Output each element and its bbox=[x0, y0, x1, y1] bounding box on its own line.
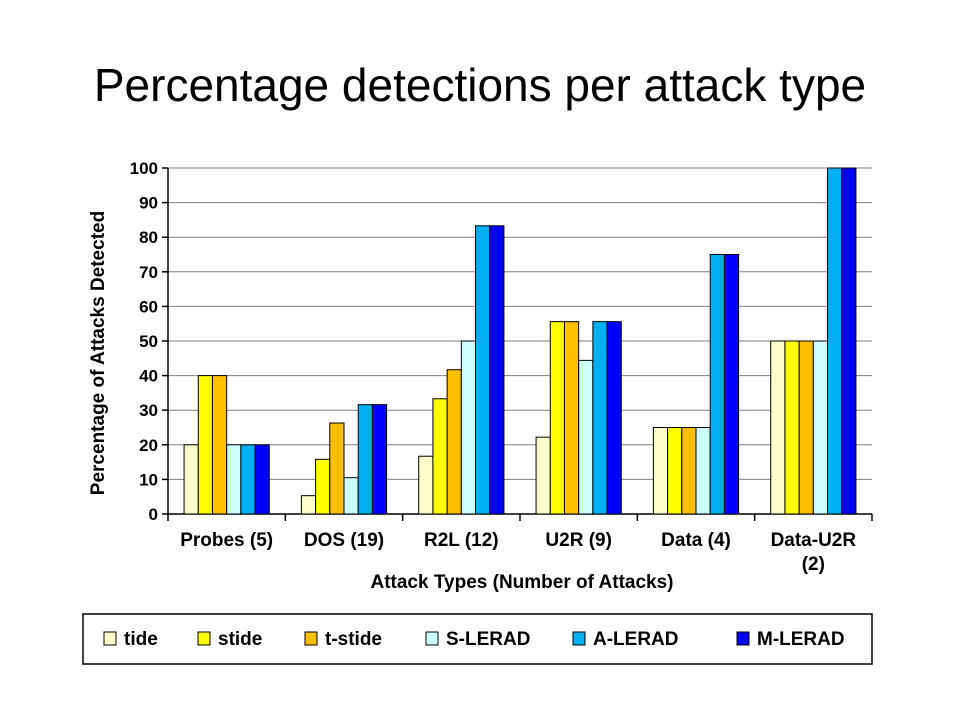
y-tick-label: 40 bbox=[139, 367, 158, 386]
x-tick-label: Data-U2R bbox=[771, 530, 857, 551]
bar-a-lerad bbox=[475, 225, 491, 515]
bar-t-stide bbox=[798, 340, 814, 515]
legend-swatch bbox=[197, 631, 211, 646]
y-tick-label: 100 bbox=[130, 159, 158, 178]
y-tick-label: 30 bbox=[139, 401, 158, 420]
bar-m-lerad bbox=[489, 225, 505, 515]
legend-swatch bbox=[736, 631, 750, 646]
bar-tide bbox=[183, 444, 199, 515]
legend-swatch bbox=[304, 631, 318, 646]
y-tick-label: 0 bbox=[149, 505, 158, 524]
y-tick-label: 90 bbox=[139, 194, 158, 213]
bar-t-stide bbox=[329, 422, 345, 515]
x-tick-label: (2) bbox=[802, 554, 825, 575]
bar-t-stide bbox=[446, 369, 462, 515]
x-tick-label: Probes (5) bbox=[180, 530, 273, 551]
legend-label: stide bbox=[218, 629, 262, 650]
bar-s-lerad bbox=[460, 340, 477, 515]
bar-tide bbox=[300, 495, 317, 515]
bar-tide bbox=[770, 340, 786, 515]
y-axis-title: Percentage of Attacks Detected bbox=[88, 211, 109, 495]
bar-tide bbox=[535, 436, 551, 515]
y-tick-label: 70 bbox=[139, 263, 158, 282]
y-tick-label: 20 bbox=[139, 436, 158, 455]
bar-m-lerad bbox=[254, 444, 270, 515]
bar-stide bbox=[549, 321, 565, 515]
bar-tide bbox=[418, 455, 434, 515]
bar-stide bbox=[784, 340, 800, 515]
bar-s-lerad bbox=[695, 427, 711, 515]
legend-swatch bbox=[572, 631, 586, 646]
x-axis-title: Attack Types (Number of Attacks) bbox=[370, 572, 673, 593]
legend-label: A-LERAD bbox=[593, 629, 679, 650]
slide-title: Percentage detections per attack type bbox=[93, 59, 867, 111]
bar-a-lerad bbox=[357, 404, 373, 515]
bar-m-lerad bbox=[841, 167, 857, 515]
bar-m-lerad bbox=[606, 321, 622, 515]
x-tick-label: U2R (9) bbox=[545, 530, 612, 551]
legend-label: S-LERAD bbox=[446, 629, 530, 650]
bar-stide bbox=[315, 458, 331, 515]
bar-stide bbox=[197, 375, 213, 515]
x-tick-label: R2L (12) bbox=[424, 530, 499, 551]
y-tick-label: 50 bbox=[139, 332, 158, 351]
bar-s-lerad bbox=[812, 340, 829, 515]
bar-a-lerad bbox=[827, 167, 843, 515]
bar-m-lerad bbox=[723, 254, 740, 515]
y-tick-label: 60 bbox=[139, 297, 158, 316]
bar-stide bbox=[667, 427, 683, 515]
x-tick-label: Data (4) bbox=[661, 530, 731, 551]
bar-a-lerad bbox=[709, 254, 725, 515]
legend-label: M-LERAD bbox=[757, 629, 845, 650]
legend-label: t-stide bbox=[325, 629, 382, 650]
bar-t-stide bbox=[211, 375, 228, 515]
legend-label: tide bbox=[124, 629, 158, 650]
bar-s-lerad bbox=[226, 444, 242, 515]
bar-s-lerad bbox=[578, 359, 594, 515]
bar-m-lerad bbox=[371, 404, 388, 515]
bar-tide bbox=[652, 427, 669, 515]
bar-a-lerad bbox=[592, 321, 608, 515]
bar-stide bbox=[432, 398, 448, 515]
x-tick-label: DOS (19) bbox=[304, 530, 384, 551]
bar-t-stide bbox=[563, 321, 580, 515]
y-tick-label: 10 bbox=[139, 470, 158, 489]
y-tick-label: 80 bbox=[139, 228, 158, 247]
bar-a-lerad bbox=[240, 444, 256, 515]
legend-swatch bbox=[425, 631, 439, 646]
bar-t-stide bbox=[681, 427, 697, 515]
bar-s-lerad bbox=[343, 477, 359, 515]
legend-swatch bbox=[103, 631, 117, 646]
